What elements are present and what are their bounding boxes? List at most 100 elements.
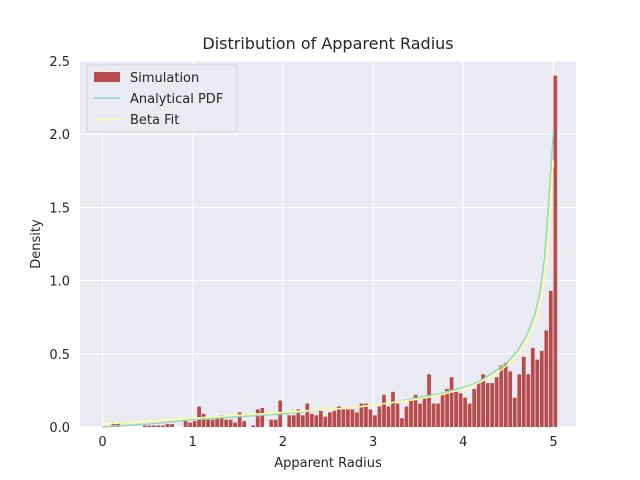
x-axis-ticks: 0 1 2 3 4 5	[98, 435, 557, 450]
histogram-bar	[512, 397, 517, 427]
legend-analytical-pdf: Analytical PDF	[130, 92, 223, 107]
histogram-bar	[300, 415, 305, 427]
histogram-bar	[454, 391, 458, 427]
histogram-bar	[481, 374, 486, 427]
histogram-bar	[201, 413, 206, 427]
histogram-bar	[233, 422, 238, 427]
histogram-bar	[296, 409, 301, 427]
x-axis-title: Apparent Radius	[274, 456, 382, 471]
histogram-bar	[116, 422, 120, 427]
x-tick-label: 0	[98, 435, 106, 450]
histogram-bar	[427, 374, 431, 427]
histogram-bar	[161, 425, 165, 427]
histogram-bar	[192, 421, 197, 427]
histogram-bar	[458, 393, 463, 427]
y-tick-label: 2.5	[49, 55, 70, 70]
histogram-bar	[332, 410, 337, 427]
legend-beta-fit: Beta Fit	[130, 113, 179, 128]
histogram-bar	[499, 365, 504, 427]
histogram-bar	[431, 403, 436, 427]
histogram-bar	[413, 394, 418, 427]
histogram-bar	[373, 415, 377, 427]
histogram-bar	[341, 409, 346, 427]
y-tick-label: 2.0	[49, 128, 70, 143]
histogram-bar	[544, 330, 549, 427]
histogram-bar	[494, 377, 499, 427]
histogram-bar	[337, 406, 341, 427]
histogram-bar	[364, 403, 368, 427]
histogram-bar	[539, 350, 544, 427]
y-tick-label: 1.0	[49, 275, 70, 290]
histogram-bar	[287, 415, 292, 427]
y-axis-title: Density	[29, 219, 44, 269]
histogram-bar	[170, 424, 174, 427]
histogram-bar	[463, 397, 467, 427]
histogram-bar	[530, 347, 535, 427]
histogram-bar	[517, 374, 522, 427]
histogram-bar	[323, 416, 328, 427]
histogram-bar	[350, 409, 355, 427]
histogram-bar	[508, 371, 513, 427]
histogram-bar	[228, 419, 233, 427]
legend: Simulation Analytical PDF Beta Fit	[86, 64, 238, 133]
histogram-bar	[156, 425, 161, 427]
histogram-bar	[346, 409, 350, 427]
legend-simulation: Simulation	[130, 71, 199, 86]
histogram-bar	[382, 394, 386, 427]
histogram-bar	[526, 374, 531, 427]
histogram-bar	[395, 403, 400, 427]
x-tick-label: 5	[549, 435, 557, 450]
histogram-bar	[355, 412, 359, 427]
histogram-bar	[215, 418, 219, 427]
x-tick-label: 4	[459, 435, 467, 450]
histogram-bar	[553, 75, 558, 427]
histogram-bar	[309, 413, 314, 427]
histogram-bar	[152, 425, 156, 427]
histogram-bar	[183, 419, 188, 427]
beta-fit-line	[102, 160, 555, 425]
histogram-bar	[197, 406, 201, 427]
analytical-pdf-line	[102, 131, 555, 428]
y-axis-ticks: 0.0 0.5 1.0 1.5 2.0 2.5	[49, 55, 70, 436]
legend-swatch	[94, 72, 120, 82]
histogram-bar	[476, 383, 481, 427]
x-tick-label: 1	[189, 435, 197, 450]
histogram-bar	[400, 418, 404, 427]
histogram-bar	[210, 419, 215, 427]
histogram-bar	[409, 400, 413, 427]
histogram-bar	[305, 403, 310, 427]
x-tick-label: 3	[369, 435, 377, 450]
histogram-bar	[422, 397, 427, 427]
y-tick-label: 0.5	[49, 348, 70, 363]
grid-lines	[80, 60, 576, 428]
series-lines	[102, 131, 555, 428]
histogram-bar	[377, 406, 382, 427]
histogram-bar	[490, 383, 495, 427]
histogram-bar	[418, 403, 422, 427]
histogram-bar	[485, 383, 490, 427]
histogram-bar	[503, 362, 508, 427]
histogram-bar	[273, 419, 278, 427]
histogram-bar	[165, 424, 170, 427]
chart-title: Distribution of Apparent Radius	[202, 34, 453, 53]
histogram-bar	[188, 422, 192, 427]
histogram-bar	[391, 391, 395, 427]
histogram-bar	[467, 403, 472, 427]
histogram-bar	[445, 388, 449, 427]
histogram-bar	[359, 403, 364, 427]
histogram-bar	[251, 425, 256, 427]
histogram-bar	[224, 419, 228, 427]
histogram-bar	[368, 409, 373, 427]
histogram-bar	[206, 419, 210, 427]
histogram-bar	[147, 425, 152, 427]
histogram-bar	[314, 415, 319, 427]
histogram-bar	[255, 409, 260, 427]
histogram-bar	[404, 406, 409, 427]
histogram-bar	[237, 412, 242, 427]
histogram-bar	[436, 403, 440, 427]
histogram-bar	[548, 290, 553, 427]
y-tick-label: 0.0	[49, 421, 70, 436]
histogram-bar	[386, 406, 391, 427]
histogram-bar	[328, 412, 332, 427]
